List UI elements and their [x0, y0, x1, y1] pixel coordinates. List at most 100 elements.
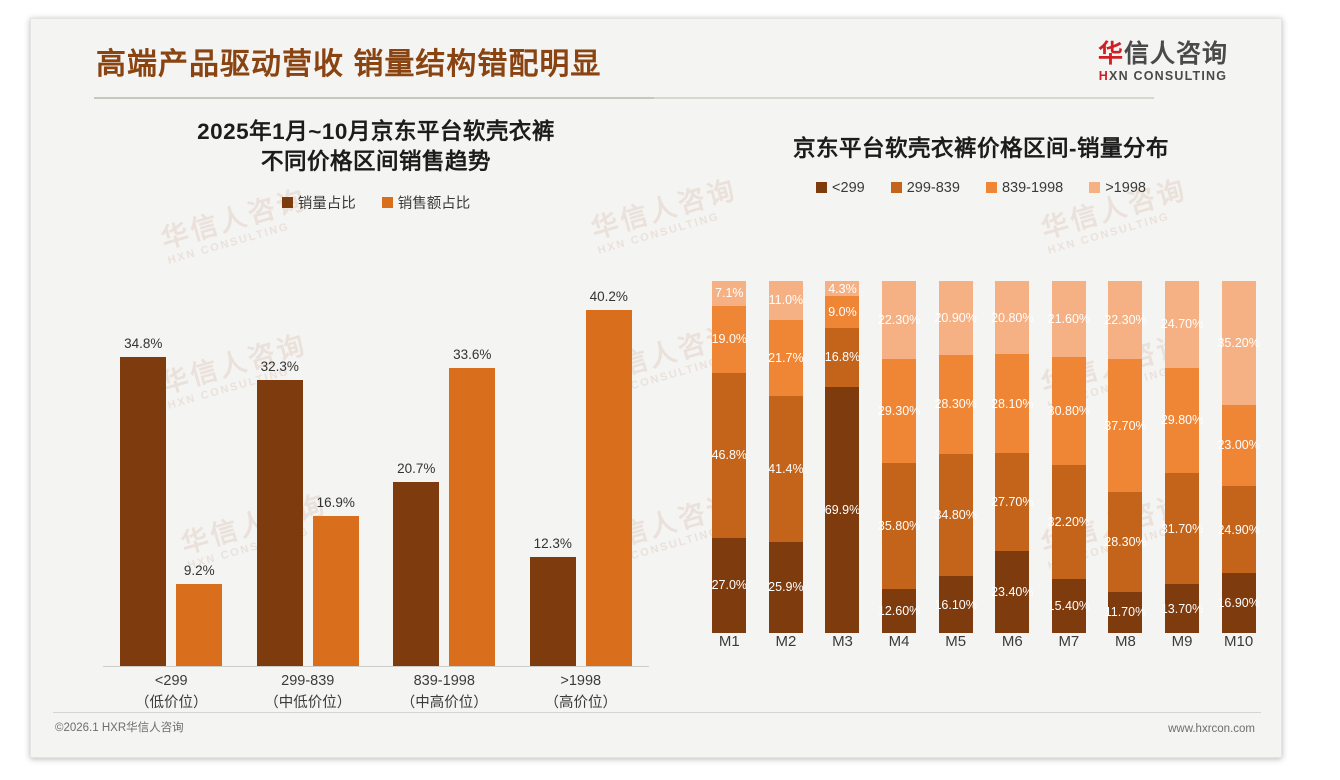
bar-value-label: 12.3% — [533, 535, 572, 551]
stack-segment[interactable]: 20.90% — [934, 281, 977, 355]
stack-segment[interactable]: 29.30% — [878, 359, 920, 463]
stacked-bar[interactable]: 22.30% 29.30% 35.80% 12.60% — [878, 281, 920, 633]
stack-segment[interactable]: 9.0% — [825, 296, 860, 328]
bar[interactable]: 34.8% — [120, 336, 167, 666]
category-label: 839-1998 （中高价位） — [376, 671, 513, 715]
stack-segment[interactable]: 30.80% — [1048, 357, 1090, 466]
bar[interactable]: 16.9% — [312, 495, 359, 666]
stack-segment-label: 21.7% — [768, 350, 804, 365]
left-chart-legend: 销量占比 销售额占比 — [71, 192, 681, 213]
stack-segment[interactable]: 37.70% — [1104, 359, 1147, 493]
stack-segment[interactable]: 41.4% — [768, 396, 804, 542]
stack-segment[interactable]: 28.30% — [1104, 492, 1147, 592]
stack-segment-label: 21.60% — [1047, 312, 1091, 327]
stack-segment-label: 25.9% — [768, 580, 804, 595]
bar[interactable]: 33.6% — [449, 347, 496, 666]
stack-segment[interactable]: 46.8% — [711, 372, 748, 538]
category-label-sub: （中低价位） — [264, 694, 352, 711]
page-title: 高端产品驱动营收 销量结构错配明显 — [96, 48, 602, 81]
stack-segment[interactable]: 24.90% — [1217, 485, 1260, 574]
bar[interactable]: 9.2% — [176, 563, 223, 666]
legend-swatch-icon — [1089, 182, 1101, 194]
legend-item[interactable]: 839-1998 — [985, 180, 1063, 196]
stack-segment[interactable]: 28.30% — [934, 354, 977, 455]
stacked-bar[interactable]: 24.70% 29.80% 31.70% 13.70% — [1161, 281, 1203, 633]
bar[interactable]: 40.2% — [585, 289, 632, 666]
stack-segment[interactable]: 23.40% — [991, 550, 1033, 633]
legend-item[interactable]: 销量占比 — [281, 192, 356, 213]
stack-segment[interactable]: 13.70% — [1161, 584, 1203, 633]
stack-segment[interactable]: 32.20% — [1048, 465, 1090, 579]
stack-segment[interactable]: 15.40% — [1048, 578, 1090, 633]
stack-segment-label: 24.70% — [1160, 317, 1204, 332]
legend-swatch-icon — [890, 182, 902, 194]
bar[interactable]: 12.3% — [529, 536, 576, 666]
legend-label: 销量占比 — [297, 196, 356, 213]
stack-segment-label: 7.1% — [715, 286, 744, 301]
company-logo: 华信人咨询 HXN CONSULTING — [1063, 41, 1263, 83]
stacked-bar[interactable]: 4.3% 9.0% 16.8% 69.9% — [825, 281, 860, 633]
stack-segment[interactable]: 31.70% — [1161, 472, 1203, 585]
stacked-bar[interactable]: 35.20% 23.00% 24.90% 16.90% — [1217, 281, 1260, 633]
stack-segment[interactable]: 21.60% — [1048, 281, 1090, 358]
stack-segment-label: 22.30% — [877, 313, 921, 328]
stacked-bar[interactable]: 7.1% 19.0% 46.8% 27.0% — [711, 281, 748, 633]
category-label-sub: （高价位） — [544, 694, 618, 711]
logo-english: HXN CONSULTING — [1063, 69, 1263, 83]
header-divider — [94, 97, 1154, 99]
stack-segment[interactable]: 21.7% — [768, 319, 804, 397]
stack-segment[interactable]: 23.00% — [1217, 404, 1260, 486]
stack-segment[interactable]: 4.3% — [825, 281, 860, 297]
stack-segment[interactable]: 19.0% — [712, 305, 747, 373]
logo-chinese: 华信人咨询 — [1063, 41, 1263, 67]
legend-item[interactable]: 299-839 — [890, 180, 960, 196]
stacked-bar[interactable]: 21.60% 30.80% 32.20% 15.40% — [1048, 281, 1090, 633]
stack-segment[interactable]: 35.20% — [1217, 281, 1260, 405]
stack-segment[interactable]: 34.80% — [934, 454, 977, 577]
stack-segment-label: 46.8% — [711, 448, 748, 463]
stack-segment[interactable]: 69.9% — [825, 386, 860, 633]
stack-segment[interactable]: 25.9% — [768, 541, 804, 633]
stack-segment[interactable]: 12.60% — [878, 588, 920, 633]
stack-segment[interactable]: 29.80% — [1161, 367, 1203, 473]
stacked-bar[interactable]: 20.80% 28.10% 27.70% 23.40% — [991, 281, 1033, 633]
stack-segment[interactable]: 27.0% — [712, 537, 747, 633]
stack-segment[interactable]: 7.1% — [712, 281, 747, 306]
stacked-bar[interactable]: 20.90% 28.30% 34.80% 16.10% — [934, 281, 977, 634]
stack-column: 20.90% 28.30% 34.80% 16.10% — [927, 281, 984, 634]
stack-segment[interactable]: 11.0% — [769, 281, 803, 320]
stack-column: 20.80% 28.10% 27.70% 23.40% — [984, 281, 1041, 633]
footer-copyright: ©2026.1 HXR华信人咨询 — [55, 722, 184, 734]
legend-swatch-icon — [985, 182, 997, 194]
stack-segment[interactable]: 16.90% — [1217, 573, 1260, 633]
category-label: 299-839 （中低价位） — [240, 671, 377, 715]
stacked-bar[interactable]: 22.30% 37.70% 28.30% 11.70% — [1104, 281, 1147, 633]
stack-segment[interactable]: 16.10% — [934, 576, 977, 634]
month-label: M1 — [718, 633, 740, 650]
bar-value-label: 33.6% — [453, 347, 492, 363]
legend-item[interactable]: <299 — [816, 180, 865, 196]
legend-item[interactable]: >1998 — [1089, 180, 1146, 196]
stack-segment[interactable]: 20.80% — [991, 281, 1033, 355]
stack-segment[interactable]: 22.30% — [1104, 281, 1147, 360]
left-chart-axis — [103, 666, 649, 667]
stack-segment[interactable]: 11.70% — [1105, 591, 1146, 633]
stack-segment[interactable]: 22.30% — [878, 281, 920, 360]
legend-label: <299 — [832, 179, 865, 196]
bar-value-label: 34.8% — [124, 336, 163, 352]
stack-segment[interactable]: 24.70% — [1161, 281, 1203, 368]
stacked-bar[interactable]: 11.0% 21.7% 41.4% 25.9% — [768, 281, 804, 633]
bar[interactable]: 20.7% — [393, 461, 440, 666]
stack-segment[interactable]: 27.70% — [991, 453, 1033, 551]
stack-segment-label: 23.40% — [991, 584, 1034, 599]
stack-segment[interactable]: 16.8% — [825, 327, 860, 387]
bar[interactable]: 32.3% — [256, 359, 303, 666]
month-label: M3 — [832, 633, 853, 650]
left-chart-category-labels: <299 （低价位） 299-839 （中低价位） 839-1998 （中高价位） >199… — [103, 671, 649, 715]
legend-item[interactable]: 销售额占比 — [381, 192, 470, 213]
category-label: >1998 （高价位） — [513, 671, 650, 715]
stack-column: 11.0% 21.7% 41.4% 25.9% — [758, 281, 815, 633]
category-label-sub: （中高价位） — [400, 694, 488, 711]
stack-segment[interactable]: 28.10% — [991, 354, 1033, 454]
stack-segment[interactable]: 35.80% — [878, 462, 920, 589]
